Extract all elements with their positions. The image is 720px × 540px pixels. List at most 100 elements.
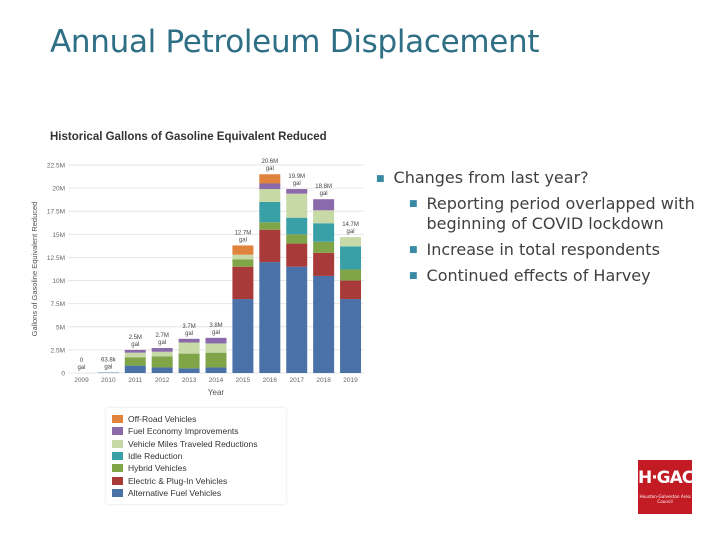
bar-segment xyxy=(286,243,308,267)
square-bullet-icon: ■ xyxy=(409,245,418,255)
y-tick-label: 5M xyxy=(56,324,65,331)
y-tick-label: 22.5M xyxy=(47,163,65,170)
bar-segment xyxy=(286,217,308,235)
bar-segment xyxy=(286,189,308,194)
bar-segment xyxy=(232,254,254,260)
square-bullet-icon: ■ xyxy=(409,199,418,209)
data-label-unit: gal xyxy=(158,340,166,346)
bar-segment xyxy=(259,174,281,184)
x-tick-label: 2013 xyxy=(182,377,197,384)
data-label-unit: gal xyxy=(131,342,139,348)
x-tick-label: 2011 xyxy=(128,377,142,384)
legend-label: Vehicle Miles Traveled Reductions xyxy=(128,438,258,449)
bar-segment xyxy=(340,237,362,247)
x-tick-label: 2009 xyxy=(74,377,89,384)
y-tick-label: 2.5M xyxy=(51,347,65,354)
legend-swatch xyxy=(112,427,123,436)
data-label-unit: gal xyxy=(239,237,247,243)
bar-segment xyxy=(124,365,146,373)
bar-segment xyxy=(259,201,281,223)
chart-legend: Off-Road Vehicles Fuel Economy Improvemen… xyxy=(106,408,286,504)
y-tick-label: 12.5M xyxy=(47,255,65,262)
bullet-text: Changes from last year? xyxy=(393,168,589,187)
bar-segment xyxy=(313,275,335,373)
bar-segment xyxy=(232,259,254,267)
bar-segment xyxy=(178,353,200,369)
bar-segment xyxy=(151,367,173,373)
bar-segment xyxy=(151,348,173,352)
sub-bullet-text: Increase in total respondents xyxy=(426,240,660,259)
legend-entry: Vehicle Miles Traveled Reductions xyxy=(112,438,280,450)
chart-panel: 0 2.5M 5M 7.5M 10M 12.5M 15M 17.5M 20M 22.5M 0 gal 2… xyxy=(28,125,368,405)
y-axis-label: Gallons of Gasoline Equivalent Reduced xyxy=(30,202,39,337)
legend-entry: Idle Reduction xyxy=(112,450,280,462)
sub-bullet-item: ■ Continued effects of Harvey xyxy=(409,266,706,286)
hgac-logo: H·GAC Houston-Galveston Area Council xyxy=(638,460,694,514)
sub-bullet-text: Continued effects of Harvey xyxy=(426,266,651,285)
y-tick-label: 7.5M xyxy=(51,301,65,308)
bar-segment xyxy=(178,368,200,373)
bar-segment xyxy=(232,245,254,255)
bar-segment xyxy=(313,241,335,253)
bar-segment xyxy=(124,352,146,358)
legend-label: Hybrid Vehicles xyxy=(128,463,187,474)
bar-segment xyxy=(259,229,281,263)
logo-text: Houston-Galveston Area Council xyxy=(639,494,691,504)
y-tick-label: 10M xyxy=(52,278,65,285)
legend-entry: Fuel Economy Improvements xyxy=(112,425,280,437)
bar-segment xyxy=(205,367,227,373)
sub-bullet-item: ■ Increase in total respondents xyxy=(409,240,706,260)
data-label-unit: gal xyxy=(185,331,193,337)
bar-segment xyxy=(313,223,335,242)
bar-segment xyxy=(178,342,200,354)
logo-mark: H·GAC xyxy=(638,468,694,488)
legend-swatch xyxy=(112,476,123,485)
x-axis-label: Year xyxy=(208,388,225,397)
bar-segment xyxy=(205,337,227,344)
x-tick-label: 2017 xyxy=(289,377,304,384)
bar-segment xyxy=(259,222,281,230)
x-tick-label: 2014 xyxy=(209,377,224,384)
x-tick-label: 2012 xyxy=(155,377,170,384)
y-tick-label: 15M xyxy=(52,232,65,239)
bar-segment xyxy=(205,352,227,368)
data-label: 3.8M xyxy=(209,323,222,329)
data-label: 18.8M xyxy=(315,184,332,190)
legend-swatch xyxy=(112,452,123,461)
sub-bullet-text: Reporting period overlapped with beginni… xyxy=(426,194,695,233)
legend-entry: Off-Road Vehicles xyxy=(112,413,280,425)
data-label-unit: gal xyxy=(77,365,85,371)
data-label-unit: gal xyxy=(212,330,220,336)
bar-segment xyxy=(313,199,335,211)
x-tick-label: 2019 xyxy=(343,377,358,384)
bar-segment xyxy=(286,266,308,373)
bar-segment xyxy=(259,183,281,190)
legend-label: Fuel Economy Improvements xyxy=(128,426,239,437)
bar-segment xyxy=(340,269,362,281)
legend-label: Idle Reduction xyxy=(128,451,183,462)
data-label: 2.7M xyxy=(156,333,169,339)
data-label: 63.8k xyxy=(101,357,117,363)
bar-segment xyxy=(124,349,146,353)
x-tick-label: 2015 xyxy=(236,377,251,384)
legend-swatch xyxy=(112,464,123,473)
legend-swatch xyxy=(112,439,123,448)
square-bullet-icon: ■ xyxy=(376,174,385,184)
legend-swatch xyxy=(112,415,123,424)
bar-segment xyxy=(259,189,281,202)
data-label-unit: gal xyxy=(266,166,274,172)
data-label-unit: gal xyxy=(293,181,301,187)
legend-label: Electric & Plug-In Vehicles xyxy=(128,475,228,486)
bar-segment xyxy=(313,252,335,276)
bar-segment xyxy=(340,246,362,270)
bar-segment xyxy=(232,266,254,300)
bar-segment xyxy=(178,338,200,343)
bullet-list: ■ Changes from last year? ■ Reporting pe… xyxy=(376,168,706,292)
slide-title: Annual Petroleum Displacement xyxy=(50,24,540,60)
y-tick-label: 17.5M xyxy=(47,209,65,216)
y-tick-label: 0 xyxy=(61,371,65,378)
x-tick-label: 2018 xyxy=(316,377,331,384)
data-label: 19.9M xyxy=(288,174,305,180)
bar-segment xyxy=(205,343,227,353)
data-label: 0 xyxy=(80,358,84,364)
